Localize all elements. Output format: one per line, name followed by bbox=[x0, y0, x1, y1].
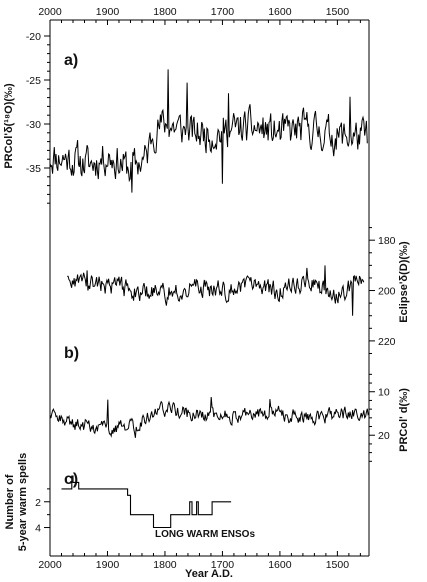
y-tick-label: 10 bbox=[378, 387, 390, 399]
x-tick-label-bottom: 1800 bbox=[153, 559, 177, 571]
x-tick-label-bottom: 1700 bbox=[211, 559, 235, 571]
x-tick-label-bottom: 1600 bbox=[268, 559, 292, 571]
d-excess-axis-title: PRCol' d(‰) bbox=[398, 388, 410, 452]
y-tick-label: 2 bbox=[35, 497, 41, 509]
warm-spells-axis: 24 bbox=[35, 488, 50, 535]
warm-spells-series-line bbox=[61, 475, 232, 529]
warm-spells-axis-title-line1: Number of bbox=[4, 474, 16, 529]
deuterium-series-line bbox=[67, 265, 365, 316]
o18-axis: -20 -25 -30 -35 bbox=[26, 31, 50, 204]
y-tick-label: 220 bbox=[378, 336, 396, 348]
x-tick-label-bottom: 1500 bbox=[326, 559, 350, 571]
y-tick-label: -35 bbox=[26, 163, 41, 175]
d-excess-series-line bbox=[49, 396, 370, 438]
x-tick-label-bottom: 2000 bbox=[38, 559, 62, 571]
panel-label-b: b) bbox=[64, 345, 79, 362]
y-tick-label: 4 bbox=[35, 523, 41, 535]
o18-series-line bbox=[49, 69, 368, 193]
o18-axis-title: PRCol'δ(¹⁸O)(‰) bbox=[3, 83, 15, 169]
y-tick-label: -25 bbox=[26, 75, 41, 87]
warm-spells-axis-title-line2: 5-year warm spells bbox=[17, 453, 29, 551]
long-warm-enso-annotation: LONG WARM ENSOs bbox=[155, 529, 255, 540]
y-tick-label: 180 bbox=[378, 235, 396, 247]
y-tick-label: 200 bbox=[378, 286, 396, 298]
deuterium-axis-title: Eclipse'δ(D)(‰) bbox=[398, 241, 410, 323]
x-axis-title: Year A.D. bbox=[185, 568, 233, 580]
plot-frame bbox=[49, 19, 370, 557]
y-tick-label: 20 bbox=[378, 430, 390, 442]
y-tick-label: -30 bbox=[26, 119, 41, 131]
y-tick-label: -20 bbox=[26, 31, 41, 43]
panel-label-a: a) bbox=[64, 52, 78, 69]
x-tick-label-top: 2000 bbox=[38, 6, 62, 18]
x-tick-label-top: 1800 bbox=[153, 6, 177, 18]
x-tick-label-top: 1600 bbox=[268, 6, 292, 18]
x-tick-label-top: 1500 bbox=[326, 6, 350, 18]
deuterium-axis: 180 200 220 bbox=[369, 227, 396, 354]
panel-label-c: c) bbox=[64, 471, 78, 488]
d-excess-axis: 10 20 bbox=[369, 373, 390, 462]
x-tick-label-top: 1900 bbox=[96, 6, 120, 18]
x-axis-ticks: 2000 2000 1900 1900 1800 1800 1700 1700 1600 1600… bbox=[38, 6, 361, 571]
x-tick-label-bottom: 1900 bbox=[96, 559, 120, 571]
x-tick-label-top: 1700 bbox=[211, 6, 235, 18]
